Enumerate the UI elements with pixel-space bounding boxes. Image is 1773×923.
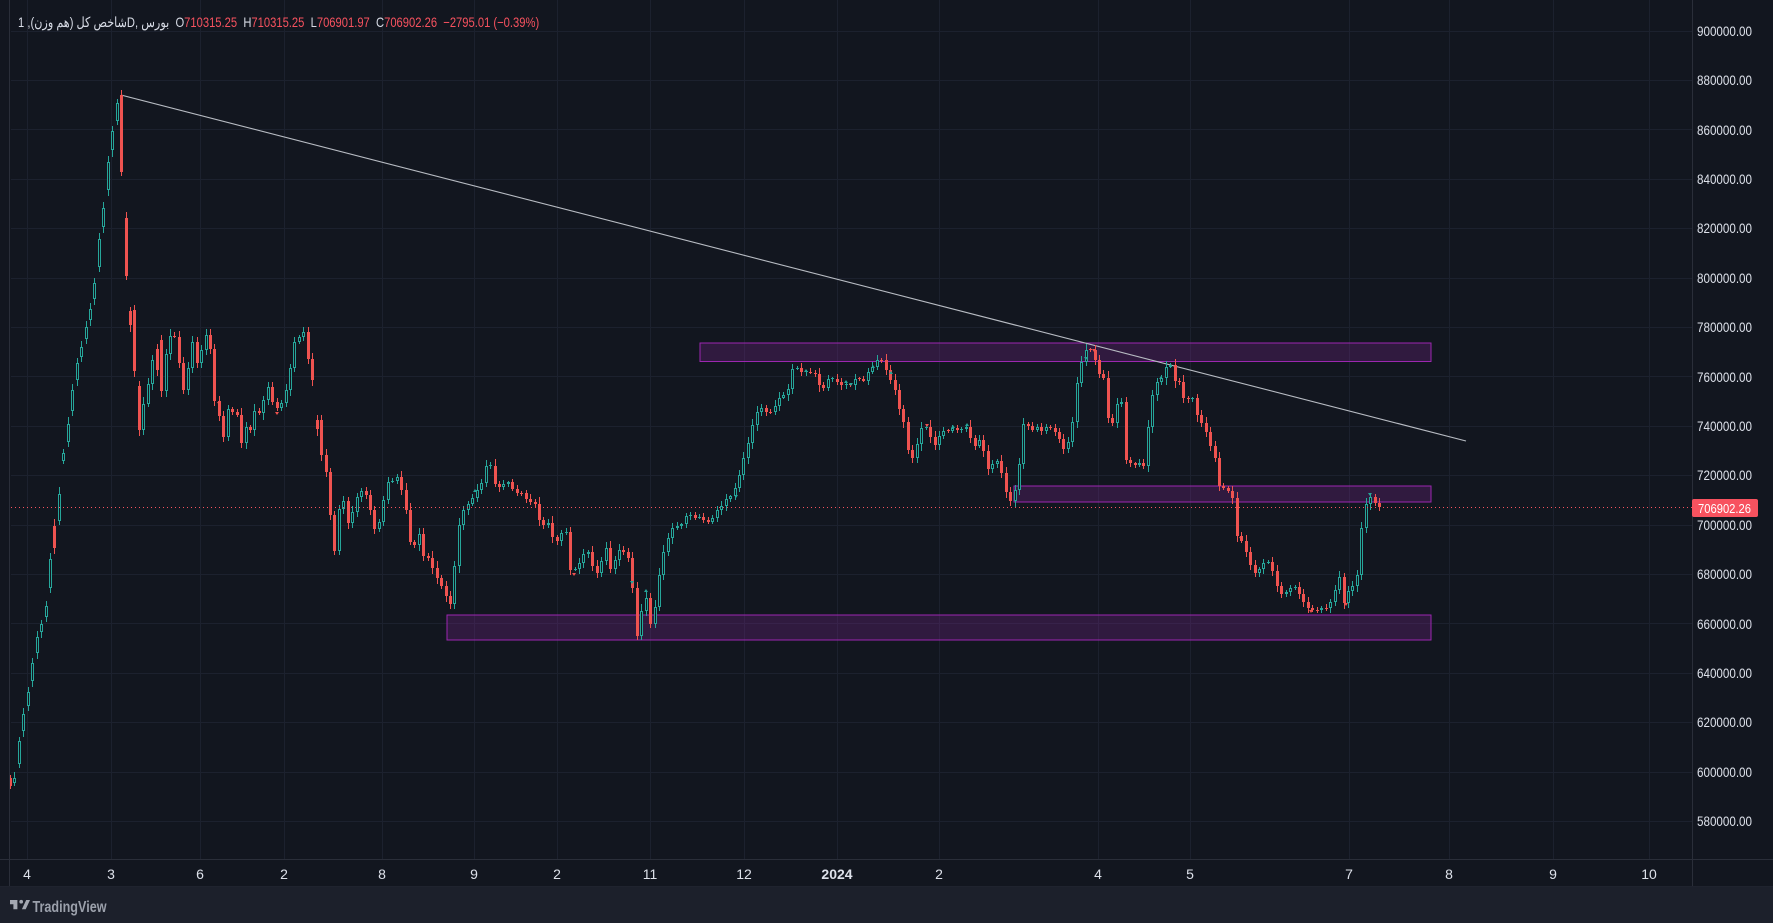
svg-text:12: 12 [736, 866, 752, 882]
svg-text:9: 9 [1549, 866, 1557, 882]
svg-text:8: 8 [378, 866, 386, 882]
svg-text:660000.00: 660000.00 [1697, 616, 1752, 632]
svg-text:880000.00: 880000.00 [1697, 72, 1752, 88]
svg-text:4: 4 [23, 866, 31, 882]
svg-text:580000.00: 580000.00 [1697, 813, 1752, 829]
svg-text:2: 2 [280, 866, 288, 882]
svg-text:720000.00: 720000.00 [1697, 467, 1752, 483]
svg-text:620000.00: 620000.00 [1697, 714, 1752, 730]
svg-text:8: 8 [1445, 866, 1453, 882]
svg-text:4: 4 [1094, 866, 1102, 882]
svg-text:700000.00: 700000.00 [1697, 517, 1752, 533]
svg-text:TradingView: TradingView [33, 899, 107, 916]
svg-text:2: 2 [553, 866, 561, 882]
svg-text:2024: 2024 [821, 866, 852, 882]
svg-text:840000.00: 840000.00 [1697, 171, 1752, 187]
svg-text:7: 7 [1345, 866, 1353, 882]
svg-text:800000.00: 800000.00 [1697, 270, 1752, 286]
svg-text:5: 5 [1186, 866, 1194, 882]
svg-text:600000.00: 600000.00 [1697, 764, 1752, 780]
svg-text:860000.00: 860000.00 [1697, 122, 1752, 138]
svg-text:706902.26: 706902.26 [1698, 501, 1751, 516]
svg-text:9: 9 [470, 866, 478, 882]
svg-text:3: 3 [107, 866, 115, 882]
svg-text:10: 10 [1641, 866, 1657, 882]
svg-text:680000.00: 680000.00 [1697, 566, 1752, 582]
svg-text:11: 11 [643, 866, 658, 882]
svg-text:760000.00: 760000.00 [1697, 369, 1752, 385]
svg-text:780000.00: 780000.00 [1697, 319, 1752, 335]
svg-text:820000.00: 820000.00 [1697, 220, 1752, 236]
svg-text:6: 6 [196, 866, 204, 882]
svg-text:740000.00: 740000.00 [1697, 418, 1752, 434]
svg-text:640000.00: 640000.00 [1697, 665, 1752, 681]
svg-text:900000.00: 900000.00 [1697, 23, 1752, 39]
svg-text:2: 2 [935, 866, 943, 882]
